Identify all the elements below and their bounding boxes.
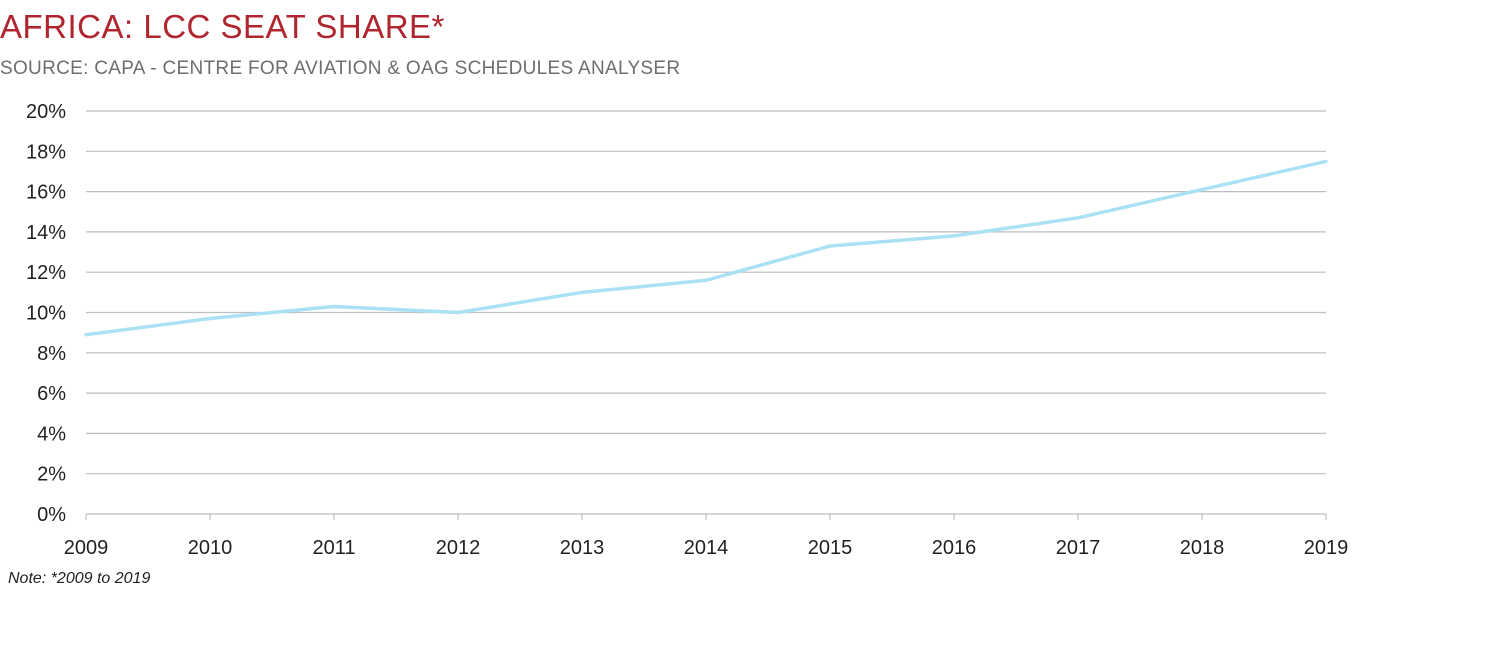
data-point bbox=[704, 278, 708, 282]
data-point bbox=[580, 290, 584, 294]
x-tick-label: 2018 bbox=[1180, 537, 1225, 559]
data-point bbox=[332, 304, 336, 308]
y-tick-label: 14% bbox=[26, 222, 66, 244]
x-tick-label: 2015 bbox=[808, 537, 853, 559]
y-tick-label: 2% bbox=[37, 464, 66, 486]
x-tick-label: 2010 bbox=[188, 537, 233, 559]
y-tick-label: 8% bbox=[37, 343, 66, 365]
y-tick-label: 0% bbox=[37, 504, 66, 526]
data-point bbox=[828, 244, 832, 248]
x-tick-label: 2011 bbox=[312, 537, 355, 559]
x-axis-tick-labels: 2009 2010 2011 2012 2013 2014 2015 2016 2017 2018… bbox=[64, 537, 1349, 559]
chart-subtitle: SOURCE: CAPA - CENTRE FOR AVIATION & OAG… bbox=[0, 58, 681, 79]
y-tick-label: 6% bbox=[37, 383, 66, 405]
y-axis-tick-labels: 0% 2% 4% 6% 8% 10% 12% 14% 16% 18% 20% bbox=[26, 101, 66, 526]
x-tick-label: 2019 bbox=[1304, 537, 1349, 559]
x-tick-label: 2017 bbox=[1056, 537, 1101, 559]
y-tick-label: 4% bbox=[37, 423, 66, 445]
series-layer bbox=[84, 159, 1328, 337]
y-tick-label: 20% bbox=[26, 101, 66, 123]
x-tick-label: 2014 bbox=[684, 537, 729, 559]
series-line bbox=[84, 159, 1328, 337]
data-point bbox=[952, 234, 956, 238]
data-point bbox=[1076, 216, 1080, 220]
x-tick-label: 2009 bbox=[64, 537, 109, 559]
data-point bbox=[208, 317, 212, 321]
data-point bbox=[84, 333, 88, 337]
y-tick-label: 12% bbox=[26, 262, 66, 284]
x-tick-label: 2013 bbox=[560, 537, 605, 559]
data-point bbox=[1324, 159, 1328, 163]
chart-title: AFRICA: LCC SEAT SHARE* bbox=[0, 8, 445, 45]
chart-note: Note: *2009 to 2019 bbox=[8, 570, 151, 587]
data-point bbox=[1200, 188, 1204, 192]
x-axis-ticks bbox=[85, 514, 1327, 520]
data-point bbox=[456, 311, 460, 314]
x-tick-label: 2016 bbox=[932, 537, 977, 559]
y-tick-label: 16% bbox=[26, 182, 66, 204]
y-tick-label: 18% bbox=[26, 141, 66, 163]
x-tick-label: 2012 bbox=[436, 537, 481, 559]
y-tick-label: 10% bbox=[26, 303, 66, 325]
